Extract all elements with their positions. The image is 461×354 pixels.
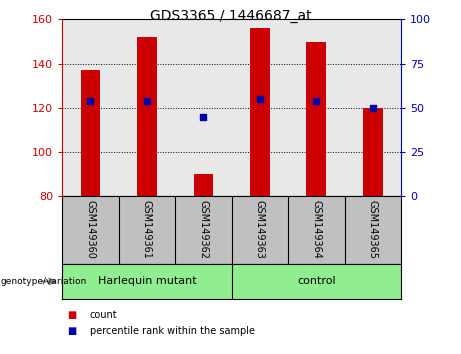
Text: control: control [297,276,336,286]
Point [256,96,264,102]
Point [143,98,151,104]
Point [200,114,207,120]
Text: count: count [90,310,118,320]
Point [87,98,94,104]
Bar [307,41,326,196]
Text: GSM149364: GSM149364 [311,200,321,259]
Bar [81,70,100,196]
Text: GSM149362: GSM149362 [198,200,208,259]
Bar [250,28,270,196]
Text: GSM149361: GSM149361 [142,200,152,259]
Text: GSM149363: GSM149363 [255,200,265,259]
Text: Harlequin mutant: Harlequin mutant [98,276,196,286]
Text: ■: ■ [67,310,76,320]
Text: GDS3365 / 1446687_at: GDS3365 / 1446687_at [150,9,311,23]
Text: GSM149365: GSM149365 [368,200,378,259]
Point [313,98,320,104]
Text: GSM149360: GSM149360 [85,200,95,259]
Text: percentile rank within the sample: percentile rank within the sample [90,326,255,336]
Text: genotype/variation: genotype/variation [0,277,87,286]
Bar [137,37,157,196]
Text: ■: ■ [67,326,76,336]
Bar [194,175,213,196]
Point [369,105,377,111]
Bar [363,108,383,196]
